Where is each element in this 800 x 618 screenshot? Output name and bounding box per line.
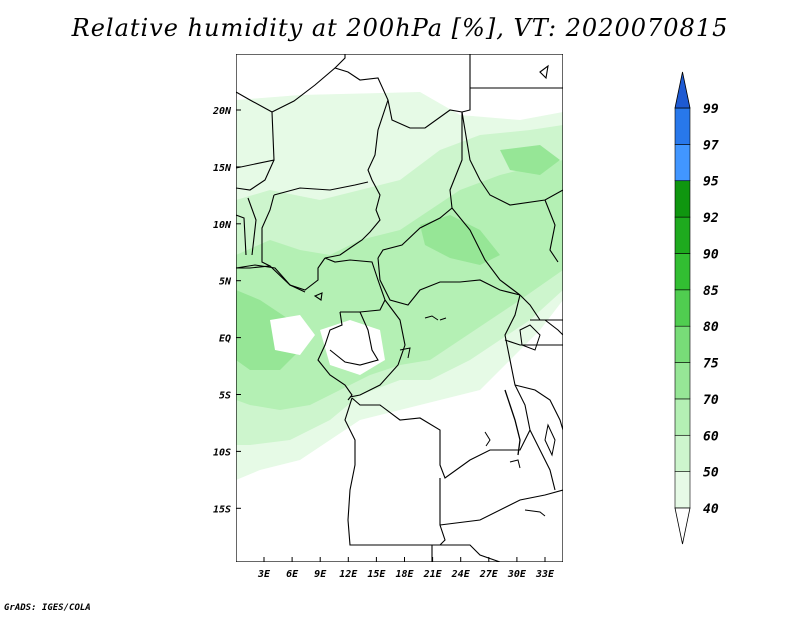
colorbar-label: 70	[703, 393, 719, 408]
country-borders	[236, 54, 563, 562]
humidity-region-70b	[420, 215, 500, 265]
map-panel	[236, 54, 563, 562]
lon-tick-label: 6E	[286, 569, 299, 580]
lat-tick-label: 15N	[213, 163, 232, 174]
colorbar-segment	[674, 216, 691, 254]
colorbar-label: 99	[703, 102, 719, 117]
colorbar-segment	[674, 398, 691, 436]
colorbar-label: 90	[703, 247, 719, 262]
colorbar-segment	[674, 144, 691, 182]
colorbar-segment	[674, 180, 691, 218]
lon-tick-label: 3E	[257, 569, 271, 580]
humidity-dry-patch	[270, 315, 315, 355]
colorbar: 40 50 60 70 75 80 85 90 92 95 97 99	[674, 71, 719, 545]
colorbar-label: 50	[703, 466, 719, 481]
lon-tick-label: 18E	[395, 569, 414, 580]
colorbar-segment	[674, 289, 691, 327]
lon-tick-label: 27E	[479, 569, 499, 580]
lat-tick-label: 10N	[213, 220, 232, 231]
colorbar-segment	[674, 253, 691, 291]
colorbar-label: 40	[703, 502, 719, 517]
lon-tick-label: 21E	[423, 569, 443, 580]
lon-tick-label: 33E	[535, 569, 555, 580]
colorbar-segment	[674, 471, 691, 509]
colorbar-label: 85	[703, 284, 719, 299]
longitude-axis: 3E 6E 9E 12E 15E 18E 21E 24E 27E 30E 33E	[257, 557, 555, 580]
colorbar-lower-triangle	[674, 507, 691, 545]
colorbar-upper-triangle	[674, 71, 691, 109]
colorbar-segment	[674, 434, 691, 472]
colorbar-label: 80	[703, 320, 719, 335]
lat-tick-label: 5N	[219, 277, 232, 288]
colorbar-label: 95	[703, 175, 719, 190]
colorbar-label: 60	[703, 429, 719, 444]
colorbar-segment	[674, 362, 691, 400]
colorbar-label: 92	[703, 211, 719, 226]
lon-tick-label: 30E	[507, 569, 527, 580]
lat-tick-label: 15S	[213, 504, 231, 515]
map-title: Relative humidity at 200hPa [%], VT: 202…	[71, 14, 729, 42]
lon-tick-label: 24E	[451, 569, 471, 580]
lat-tick-label: 20N	[212, 106, 232, 117]
colorbar-segment	[674, 107, 691, 145]
lon-tick-label: 9E	[314, 569, 327, 580]
colorbar-label: 97	[703, 138, 719, 153]
colorbar-segment	[674, 325, 691, 363]
software-credit: GrADS: IGES/COLA	[4, 603, 91, 613]
humidity-region-60	[236, 160, 563, 410]
lat-tick-label: 5S	[219, 391, 231, 402]
lon-tick-label: 15E	[367, 569, 386, 580]
inland-water-details	[399, 315, 546, 517]
lat-tick-label: 10S	[213, 447, 231, 458]
latitude-axis: 20N 15N 10N 5N EQ 5S 10S 15S	[212, 106, 241, 515]
lat-tick-label: EQ	[219, 334, 231, 345]
lon-tick-label: 12E	[339, 569, 358, 580]
colorbar-label: 75	[703, 357, 719, 372]
humidity-region-70c	[500, 145, 560, 175]
